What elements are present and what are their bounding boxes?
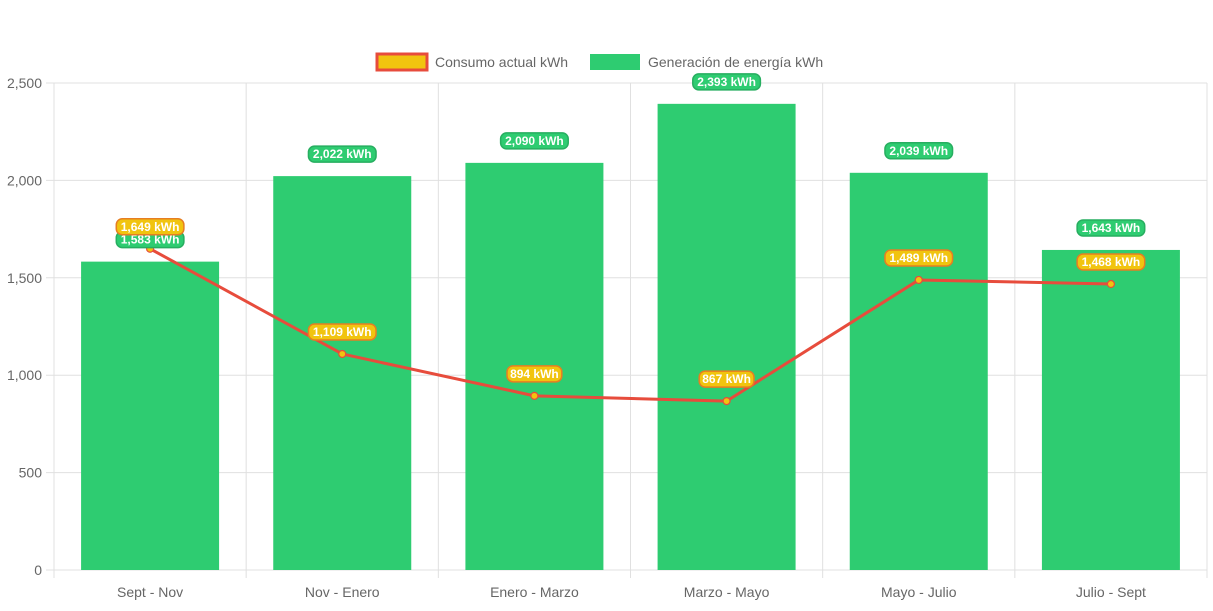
legend-swatch-generacion xyxy=(590,54,640,70)
legend-label-generacion: Generación de energía kWh xyxy=(648,54,823,70)
legend-label-consumo: Consumo actual kWh xyxy=(435,54,568,70)
y-tick-label: 2,500 xyxy=(7,75,42,91)
line-value-label: 1,649 kWh xyxy=(115,218,185,236)
consumo-point xyxy=(1106,279,1116,289)
bar-value-label: 1,643 kWh xyxy=(1076,219,1146,237)
svg-text:2,039 kWh: 2,039 kWh xyxy=(889,144,948,158)
grid-lines xyxy=(46,82,1208,578)
bar-value-label: 2,090 kWh xyxy=(499,132,569,150)
svg-text:1,583 kWh: 1,583 kWh xyxy=(121,233,180,247)
line-value-label: 894 kWh xyxy=(506,365,563,383)
x-tick-label: Mayo - Julio xyxy=(881,584,957,600)
svg-text:1,649 kWh: 1,649 kWh xyxy=(121,220,180,234)
svg-text:1,468 kWh: 1,468 kWh xyxy=(1082,255,1141,269)
line-value-label: 1,468 kWh xyxy=(1076,253,1146,271)
bar-generacion xyxy=(273,176,412,571)
x-tick-label: Marzo - Mayo xyxy=(684,584,770,600)
bar-data-labels: 1,583 kWh 2,022 kWh 2,090 kWh 2,393 kWh 2,03… xyxy=(115,73,1146,249)
svg-text:1,489 kWh: 1,489 kWh xyxy=(889,251,948,265)
x-tick-label: Nov - Enero xyxy=(305,584,380,600)
svg-text:2,090 kWh: 2,090 kWh xyxy=(505,134,564,148)
bar-generacion xyxy=(81,261,220,570)
line-value-label: 1,489 kWh xyxy=(884,249,954,267)
y-axis-ticks: 0 500 1,000 1,500 2,000 2,500 xyxy=(7,75,42,578)
y-tick-label: 1,000 xyxy=(7,367,42,383)
line-value-label: 1,109 kWh xyxy=(307,323,377,341)
consumo-point xyxy=(722,397,731,406)
y-tick-label: 0 xyxy=(34,562,42,578)
svg-text:1,643 kWh: 1,643 kWh xyxy=(1082,221,1141,235)
x-axis-ticks: Sept - Nov Nov - Enero Enero - Marzo Marzo … xyxy=(117,584,1146,600)
y-tick-label: 2,000 xyxy=(7,172,42,188)
line-data-labels: 1,649 kWh 1,109 kWh 894 kWh 867 kWh 1,489 kW… xyxy=(115,218,1146,388)
x-tick-label: Enero - Marzo xyxy=(490,584,579,600)
bar-value-label: 2,393 kWh xyxy=(692,73,762,91)
consumo-point xyxy=(530,391,539,400)
x-tick-label: Julio - Sept xyxy=(1076,584,1146,600)
y-tick-label: 500 xyxy=(19,465,43,481)
bar-generacion xyxy=(657,103,796,570)
bar-value-label: 2,039 kWh xyxy=(884,142,954,160)
bars-generacion xyxy=(81,103,1180,571)
consumo-point xyxy=(914,275,923,285)
svg-text:2,022 kWh: 2,022 kWh xyxy=(313,147,372,161)
bar-value-label: 2,022 kWh xyxy=(307,145,377,163)
svg-text:2,393 kWh: 2,393 kWh xyxy=(697,75,756,89)
legend-swatch-consumo xyxy=(375,52,429,72)
bar-generacion xyxy=(849,172,988,570)
consumo-point xyxy=(338,349,347,359)
y-tick-label: 1,500 xyxy=(7,270,42,286)
svg-text:1,109 kWh: 1,109 kWh xyxy=(313,325,372,339)
svg-text:894 kWh: 894 kWh xyxy=(510,367,559,381)
x-tick-label: Sept - Nov xyxy=(117,584,183,600)
svg-text:867 kWh: 867 kWh xyxy=(702,372,751,386)
bar-value-label: 1,583 kWh xyxy=(115,230,185,249)
legend: Consumo actual kWh Generación de energía… xyxy=(375,52,823,72)
bar-generacion xyxy=(1041,249,1180,570)
line-value-label: 867 kWh xyxy=(698,370,755,388)
